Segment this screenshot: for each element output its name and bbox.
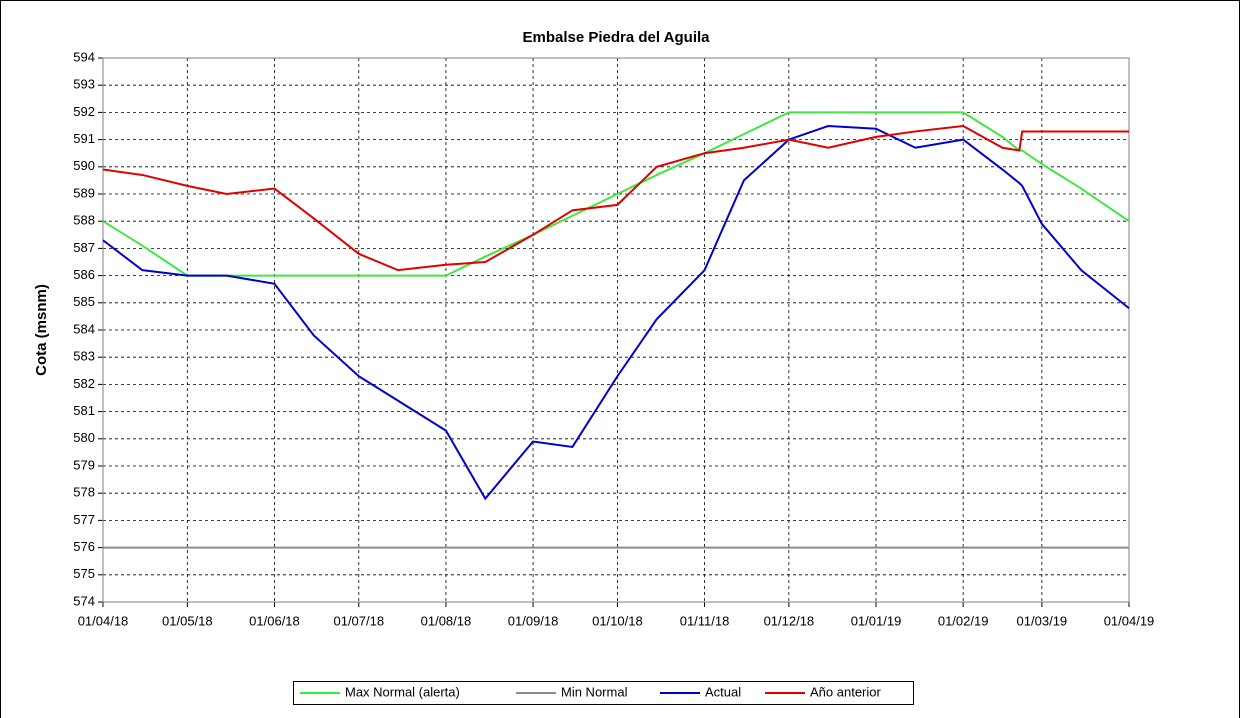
y-tick-label: 582: [73, 376, 95, 391]
x-tick-label: 01/05/18: [162, 613, 213, 628]
y-tick-label: 584: [73, 321, 95, 336]
x-tick-label: 01/11/18: [680, 613, 730, 628]
y-tick-label: 587: [73, 240, 95, 255]
y-tick-label: 593: [73, 77, 95, 92]
y-tick-label: 586: [73, 267, 95, 282]
legend-label: Año anterior: [810, 684, 881, 699]
x-tick-label: 01/04/18: [78, 613, 129, 628]
x-tick-label: 01/12/18: [764, 613, 815, 628]
x-tick-label: 01/06/18: [249, 613, 300, 628]
y-tick-label: 576: [73, 539, 95, 554]
y-axis-label: Cota (msnm): [33, 284, 50, 376]
y-tick-label: 589: [73, 185, 95, 200]
x-tick-label: 01/01/19: [851, 613, 902, 628]
chart-title: Embalse Piedra del Aguila: [522, 29, 710, 46]
series-line: [102, 124, 1129, 272]
y-tick-label: 588: [73, 213, 95, 228]
y-tick-label: 577: [73, 512, 95, 527]
x-tick-label: 01/04/19: [1104, 613, 1155, 628]
y-tick-label: 575: [73, 566, 95, 581]
y-tick-label: 579: [73, 457, 95, 472]
x-tick-label: 01/07/18: [333, 613, 384, 628]
y-tick-label: 581: [73, 403, 95, 418]
y-tick-label: 590: [73, 158, 95, 173]
legend-label: Max Normal (alerta): [345, 684, 460, 699]
series-line: [102, 111, 1130, 277]
y-tick-label: 583: [73, 349, 95, 364]
legend-label: Actual: [705, 684, 741, 699]
y-tick-label: 585: [73, 294, 95, 309]
y-tick-label: 580: [73, 430, 95, 445]
y-tick-label: 574: [73, 593, 95, 608]
x-tick-label: 01/10/18: [592, 613, 643, 628]
x-tick-label: 01/02/19: [938, 613, 989, 628]
y-tick-label: 578: [73, 485, 95, 500]
x-tick-label: 01/08/18: [421, 613, 472, 628]
y-tick-label: 591: [73, 131, 95, 146]
legend-label: Min Normal: [561, 684, 628, 699]
plot-frame: [102, 57, 1130, 603]
x-tick-label: 01/03/19: [1017, 613, 1068, 628]
x-tick-label: 01/09/18: [508, 613, 559, 628]
y-tick-label: 594: [73, 49, 95, 64]
y-tick-label: 592: [73, 104, 95, 119]
legend-box: [293, 681, 914, 705]
series-line: [102, 124, 1130, 501]
